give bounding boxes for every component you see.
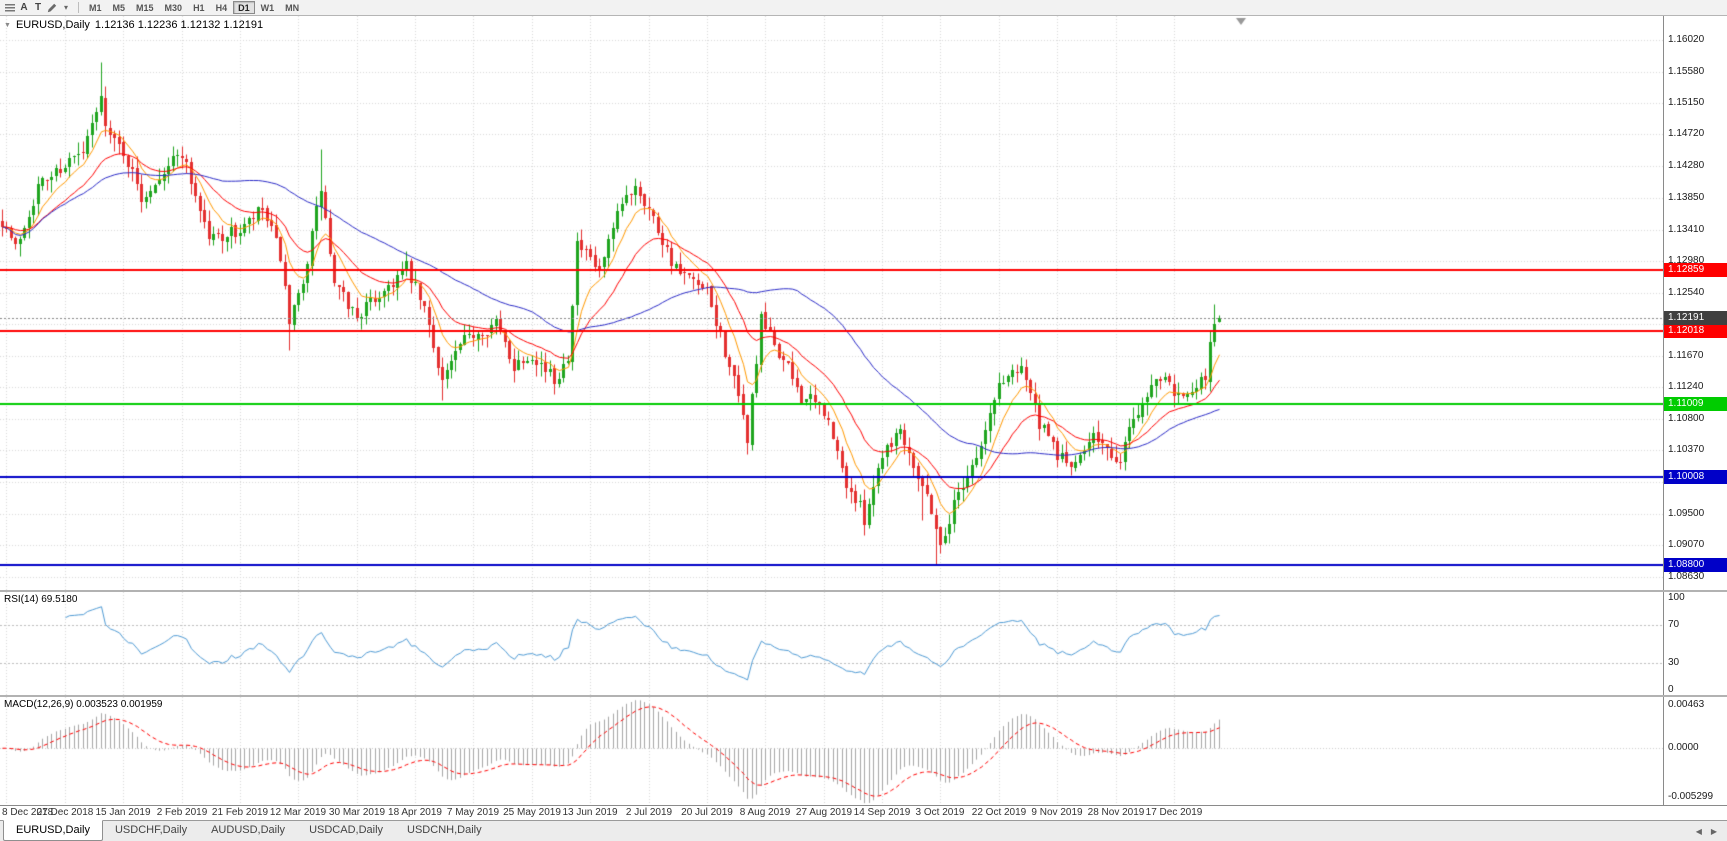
timeframe-button-m15[interactable]: M15 — [136, 3, 154, 13]
date-label: 27 Aug 2019 — [795, 807, 853, 818]
price-axis-tick: 1.16020 — [1668, 33, 1705, 45]
tabs-scroll-right-button[interactable]: ▶ — [1710, 826, 1717, 836]
date-label: 2 Feb 2019 — [156, 807, 208, 818]
price-axis-tick: 1.10370 — [1668, 444, 1705, 456]
price-axis-tick: 1.08630 — [1668, 570, 1705, 582]
date-label: 2 Jul 2019 — [625, 807, 673, 818]
timeframe-button-mn[interactable]: MN — [285, 3, 300, 13]
toolbar: A T ▾ M1 M5 M15 M30 H1 H4 D1 W1 MN — [0, 0, 1727, 16]
rsi-axis-tick: 70 — [1668, 618, 1680, 630]
rsi-panel: RSI(14) 69.5180 100 70 30 0 — [0, 590, 1727, 695]
timeframe-button-m5[interactable]: M5 — [112, 3, 126, 13]
timeframe-button-w1[interactable]: W1 — [260, 3, 275, 13]
timeframe-button-h1[interactable]: H1 — [193, 3, 205, 13]
price-panel: ▼ EURUSD,Daily 1.12136 1.12236 1.12132 1… — [0, 16, 1727, 590]
timeframe-button-h4[interactable]: H4 — [215, 3, 228, 13]
draw-tool-icon[interactable] — [45, 1, 59, 15]
timeframe-button-d1[interactable]: D1 — [233, 1, 255, 14]
chart-tabbar: EURUSD,Daily USDCHF,Daily AUDUSD,Daily USDC… — [0, 820, 1727, 841]
date-label: 8 Aug 2019 — [739, 807, 791, 818]
timeframe-button-m1[interactable]: M1 — [89, 3, 102, 13]
price-axis-tick: 1.13410 — [1668, 223, 1705, 235]
menu-icon-glyph — [5, 4, 15, 12]
tab-eurusd-daily[interactable]: EURUSD,Daily — [3, 820, 103, 841]
macd-title: MACD(12,26,9) 0.003523 0.001959 — [4, 699, 163, 710]
price-level-badge: 1.08800 — [1664, 557, 1727, 572]
toolbar-separator — [78, 2, 79, 13]
price-axis: 1.16020 1.15580 1.15150 1.14720 1.14280 1.138… — [1663, 16, 1727, 590]
price-level-badge: 1.11009 — [1664, 397, 1727, 412]
price-axis-tick: 1.13850 — [1668, 191, 1705, 203]
price-axis-tick: 1.09070 — [1668, 538, 1705, 550]
macd-axis: 0.00463 0.0000 -0.005299 — [1663, 697, 1727, 805]
menu-icon[interactable] — [3, 1, 17, 15]
price-level-badge: 1.10008 — [1664, 469, 1727, 484]
date-label: 25 May 2019 — [503, 807, 561, 818]
date-label: 20 Jul 2019 — [681, 807, 733, 818]
price-axis-tick: 1.14280 — [1668, 160, 1705, 172]
date-label: 22 Oct 2019 — [971, 807, 1027, 818]
tab-scroll-arrows: ◀ ▶ — [1696, 821, 1727, 841]
rsi-title: RSI(14) 69.5180 — [4, 594, 78, 605]
date-label: 3 Oct 2019 — [915, 807, 965, 818]
price-chart-canvas[interactable] — [0, 16, 1663, 590]
date-label: 15 Jan 2019 — [95, 807, 151, 818]
price-axis-tick: 1.15580 — [1668, 65, 1705, 77]
macd-canvas[interactable] — [0, 697, 1663, 805]
rsi-axis-tick: 0 — [1668, 684, 1674, 695]
macd-panel: MACD(12,26,9) 0.003523 0.001959 0.00463 0… — [0, 695, 1727, 805]
rsi-canvas[interactable] — [0, 592, 1663, 695]
macd-axis-tick: 0.00463 — [1668, 699, 1705, 711]
date-label: 27 Dec 2018 — [36, 807, 94, 818]
timeframe-button-m30[interactable]: M30 — [164, 3, 183, 13]
date-label: 21 Feb 2019 — [211, 807, 269, 818]
date-label: 9 Nov 2019 — [1031, 807, 1083, 818]
date-label: 17 Dec 2019 — [1145, 807, 1203, 818]
rsi-axis: 100 70 30 0 — [1663, 592, 1727, 695]
price-axis-tick: 1.12540 — [1668, 286, 1705, 298]
cursor-tool-button[interactable]: A — [20, 2, 28, 13]
tab-usdcnh-daily[interactable]: USDCNH,Daily — [407, 824, 482, 836]
date-label: 14 Sep 2019 — [853, 807, 911, 818]
chart-tabs: EURUSD,Daily USDCHF,Daily AUDUSD,Daily USDC… — [0, 820, 1696, 841]
price-axis-tick: 1.10800 — [1668, 413, 1705, 425]
date-axis: 8 Dec 2018 27 Dec 2018 15 Jan 2019 2 Feb 20… — [0, 805, 1727, 820]
macd-axis-tick: 0.0000 — [1668, 742, 1699, 754]
ohlc-values: 1.12136 1.12236 1.12132 1.12191 — [94, 19, 264, 31]
tabs-scroll-left-button[interactable]: ◀ — [1695, 826, 1702, 836]
price-axis-tick: 1.15150 — [1668, 97, 1705, 109]
price-axis-tick: 1.14720 — [1668, 128, 1705, 140]
date-label: 8 Dec 2018 — [2, 807, 54, 818]
symbol-label: EURUSD,Daily — [15, 19, 90, 31]
price-axis-tick: 1.09500 — [1668, 507, 1705, 519]
price-axis-tick: 1.12980 — [1668, 254, 1705, 266]
price-axis-tick: 1.11670 — [1668, 350, 1704, 362]
date-label: 12 Mar 2019 — [269, 807, 327, 818]
rsi-axis-tick: 30 — [1668, 656, 1680, 668]
date-label: 13 Jun 2019 — [562, 807, 618, 818]
date-label: 30 Mar 2019 — [328, 807, 386, 818]
text-tool-button[interactable]: T — [34, 2, 42, 13]
tab-usdchf-daily[interactable]: USDCHF,Daily — [114, 824, 188, 836]
current-price-badge: 1.12191 — [1664, 311, 1727, 326]
date-label: 28 Nov 2019 — [1087, 807, 1145, 818]
timeframe-bar: M1 M5 M15 M30 H1 H4 D1 W1 MN — [84, 1, 305, 14]
chevron-down-icon[interactable]: ▾ — [63, 3, 68, 12]
collapse-arrow-icon[interactable]: ▼ — [4, 21, 11, 29]
pencil-icon — [47, 3, 57, 12]
macd-axis-tick: -0.005299 — [1668, 791, 1714, 803]
price-level-badge: 1.12859 — [1664, 262, 1727, 277]
chart-header: ▼ EURUSD,Daily 1.12136 1.12236 1.12132 1… — [4, 19, 263, 31]
date-label: 18 Apr 2019 — [388, 807, 442, 818]
tab-audusd-daily[interactable]: AUDUSD,Daily — [211, 824, 286, 836]
price-axis-tick: 1.11240 — [1668, 381, 1704, 393]
price-level-badge: 1.12018 — [1664, 323, 1727, 338]
tab-usdcad-daily[interactable]: USDCAD,Daily — [309, 824, 384, 836]
date-label: 7 May 2019 — [446, 807, 500, 818]
rsi-axis-tick: 100 — [1668, 592, 1685, 603]
